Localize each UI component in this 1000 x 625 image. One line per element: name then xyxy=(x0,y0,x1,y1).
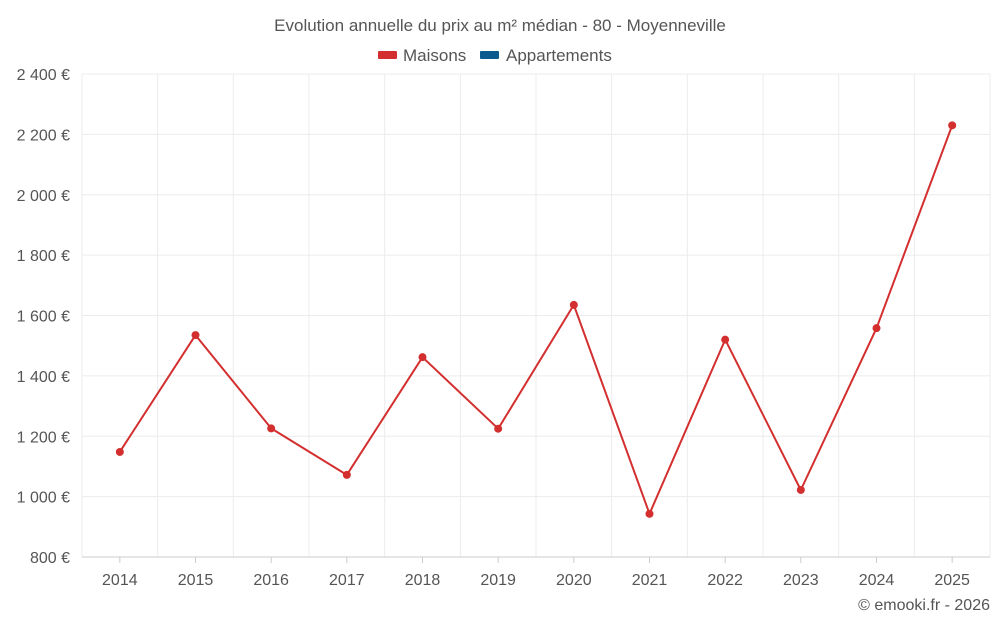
y-tick-label: 1 000 € xyxy=(17,490,70,507)
data-point xyxy=(796,485,805,494)
chart-title: Evolution annuelle du prix au m² médian … xyxy=(274,16,726,35)
data-point xyxy=(645,509,654,518)
data-point xyxy=(569,300,578,309)
x-axis: 2014 2015 2016 2017 2018 2019 2020 2021 2022 2023… xyxy=(102,557,970,589)
x-tick-label: 2022 xyxy=(707,572,743,589)
x-tick-label: 2018 xyxy=(405,572,441,589)
credit-text: © emooki.fr - 2026 xyxy=(858,597,990,614)
y-tick-label: 1 400 € xyxy=(17,369,70,386)
x-tick-label: 2017 xyxy=(329,572,365,589)
legend-swatch-0 xyxy=(378,51,397,59)
data-point xyxy=(267,424,276,433)
x-tick-label: 2014 xyxy=(102,572,138,589)
y-axis: 800 € 1 000 € 1 200 € 1 400 € 1 600 € 1 800 €… xyxy=(17,67,70,567)
series-group xyxy=(115,121,957,518)
y-tick-label: 1 600 € xyxy=(17,309,70,326)
x-tick-label: 2023 xyxy=(783,572,819,589)
legend-label-0: Maisons xyxy=(403,46,466,65)
y-tick-label: 2 400 € xyxy=(17,67,70,84)
data-point xyxy=(115,447,124,456)
data-point xyxy=(494,424,503,433)
data-point xyxy=(872,324,881,333)
y-tick-label: 2 000 € xyxy=(17,188,70,205)
x-tick-label: 2025 xyxy=(934,572,970,589)
y-tick-label: 1 200 € xyxy=(17,429,70,446)
data-point xyxy=(418,353,427,362)
x-tick-label: 2019 xyxy=(480,572,516,589)
legend-label-1: Appartements xyxy=(506,46,612,65)
data-point xyxy=(191,331,200,340)
y-tick-label: 1 800 € xyxy=(17,248,70,265)
legend: Maisons Appartements xyxy=(378,46,612,65)
x-tick-label: 2015 xyxy=(178,572,214,589)
x-tick-label: 2024 xyxy=(859,572,895,589)
x-tick-label: 2016 xyxy=(253,572,289,589)
data-point xyxy=(721,335,730,344)
series-line-maisons xyxy=(118,124,954,515)
data-point xyxy=(342,470,351,479)
x-tick-label: 2020 xyxy=(556,572,592,589)
data-point xyxy=(948,121,957,130)
legend-swatch-1 xyxy=(480,51,499,59)
grid xyxy=(81,73,991,558)
y-tick-label: 2 200 € xyxy=(17,127,70,144)
y-tick-label: 800 € xyxy=(30,550,70,567)
x-tick-label: 2021 xyxy=(632,572,668,589)
